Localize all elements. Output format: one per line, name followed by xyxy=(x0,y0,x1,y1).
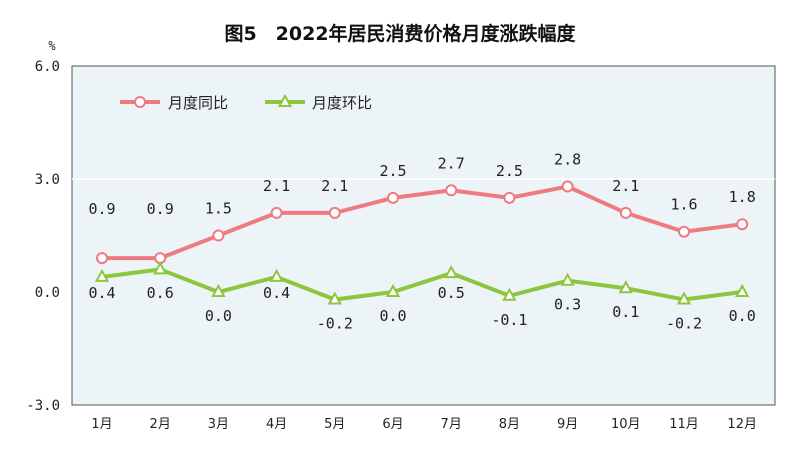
series-line xyxy=(102,184,743,261)
series-mom: 0.4 0.6 0.0 0.4 -0.2 0.0 0.5 -0.1 0.3 0.1 -0.2 0.0 xyxy=(88,261,756,333)
legend-label: 月度环比 xyxy=(312,94,372,112)
data-label: 2.8 xyxy=(554,151,581,169)
legend-item: 月度同比 xyxy=(120,94,228,112)
data-point xyxy=(676,291,692,305)
data-point xyxy=(735,283,750,297)
data-point xyxy=(153,261,168,275)
y-tick-label: 3.0 xyxy=(35,172,60,188)
x-tick-label: 12月 xyxy=(727,417,757,432)
data-point xyxy=(560,272,575,286)
data-point xyxy=(270,206,283,219)
data-point xyxy=(327,291,342,305)
data-label: 0.4 xyxy=(263,284,290,302)
data-point xyxy=(445,184,458,197)
data-label: 0.0 xyxy=(205,307,232,325)
plot-area xyxy=(71,65,776,406)
data-point xyxy=(387,191,399,204)
data-label: 2.1 xyxy=(263,177,290,195)
data-point xyxy=(736,218,749,231)
data-label: 2.5 xyxy=(379,162,406,180)
legend-marker xyxy=(277,93,293,107)
data-label: 0.0 xyxy=(379,307,406,325)
data-point xyxy=(96,252,108,265)
data-label: 2.7 xyxy=(438,154,465,172)
y-tick-label: 6.0 xyxy=(35,59,60,75)
x-tick-label: 9月 xyxy=(557,417,578,432)
data-label: 2.5 xyxy=(496,162,523,180)
data-label: 0.6 xyxy=(147,284,174,302)
data-point xyxy=(212,229,225,242)
x-tick-label: 5月 xyxy=(324,417,345,432)
data-point xyxy=(444,265,459,279)
data-label: 2.1 xyxy=(612,177,639,195)
data-label: 0.0 xyxy=(729,307,756,325)
chart-title: 图5 2022年居民消费价格月度涨跌幅度 xyxy=(224,22,576,45)
legend: 月度同比 月度环比 xyxy=(120,93,372,112)
x-tick-label: 6月 xyxy=(382,417,403,432)
y-tick-label: -3.0 xyxy=(26,398,60,414)
data-label: -0.1 xyxy=(491,311,527,329)
x-tick-label: 3月 xyxy=(208,417,229,432)
data-label: -0.2 xyxy=(317,315,353,333)
data-point xyxy=(503,191,516,204)
data-point xyxy=(385,283,401,297)
data-point xyxy=(618,280,633,294)
data-point xyxy=(561,180,574,193)
x-tick-label: 10月 xyxy=(611,417,641,432)
data-label: 0.4 xyxy=(88,284,115,302)
data-label: 0.9 xyxy=(88,200,115,218)
x-tick-label: 8月 xyxy=(499,417,520,432)
data-point xyxy=(211,283,226,297)
x-tick-label: 1月 xyxy=(91,417,112,432)
series-line xyxy=(101,267,743,302)
x-tick-label: 11月 xyxy=(669,417,699,432)
legend-marker xyxy=(134,96,146,108)
data-label: 0.9 xyxy=(147,200,174,218)
data-label: 0.5 xyxy=(438,284,465,302)
x-tick-label: 2月 xyxy=(150,417,171,432)
x-tick-label: 4月 xyxy=(266,417,287,432)
data-label: 0.1 xyxy=(612,303,639,321)
series-yoy: 0.9 0.9 1.5 2.1 2.1 2.5 2.7 2.5 2.8 2.1 1.6 1.8 xyxy=(88,151,756,265)
data-label: 0.3 xyxy=(554,296,581,314)
data-point xyxy=(328,206,341,219)
legend-item: 月度环比 xyxy=(265,93,372,112)
data-point xyxy=(502,287,517,301)
y-tick-label: 0.0 xyxy=(35,285,60,301)
data-label: 1.6 xyxy=(670,196,697,214)
data-label: -0.2 xyxy=(666,315,702,333)
data-point xyxy=(619,206,632,219)
data-label: 1.8 xyxy=(729,188,756,206)
data-point xyxy=(94,268,110,282)
data-point xyxy=(269,268,284,282)
data-label: 2.1 xyxy=(321,177,348,195)
y-axis-unit: % xyxy=(48,39,56,53)
legend-label: 月度同比 xyxy=(168,94,228,112)
x-tick-label: 7月 xyxy=(441,417,462,432)
data-point xyxy=(678,225,690,238)
data-label: 1.5 xyxy=(205,200,232,218)
